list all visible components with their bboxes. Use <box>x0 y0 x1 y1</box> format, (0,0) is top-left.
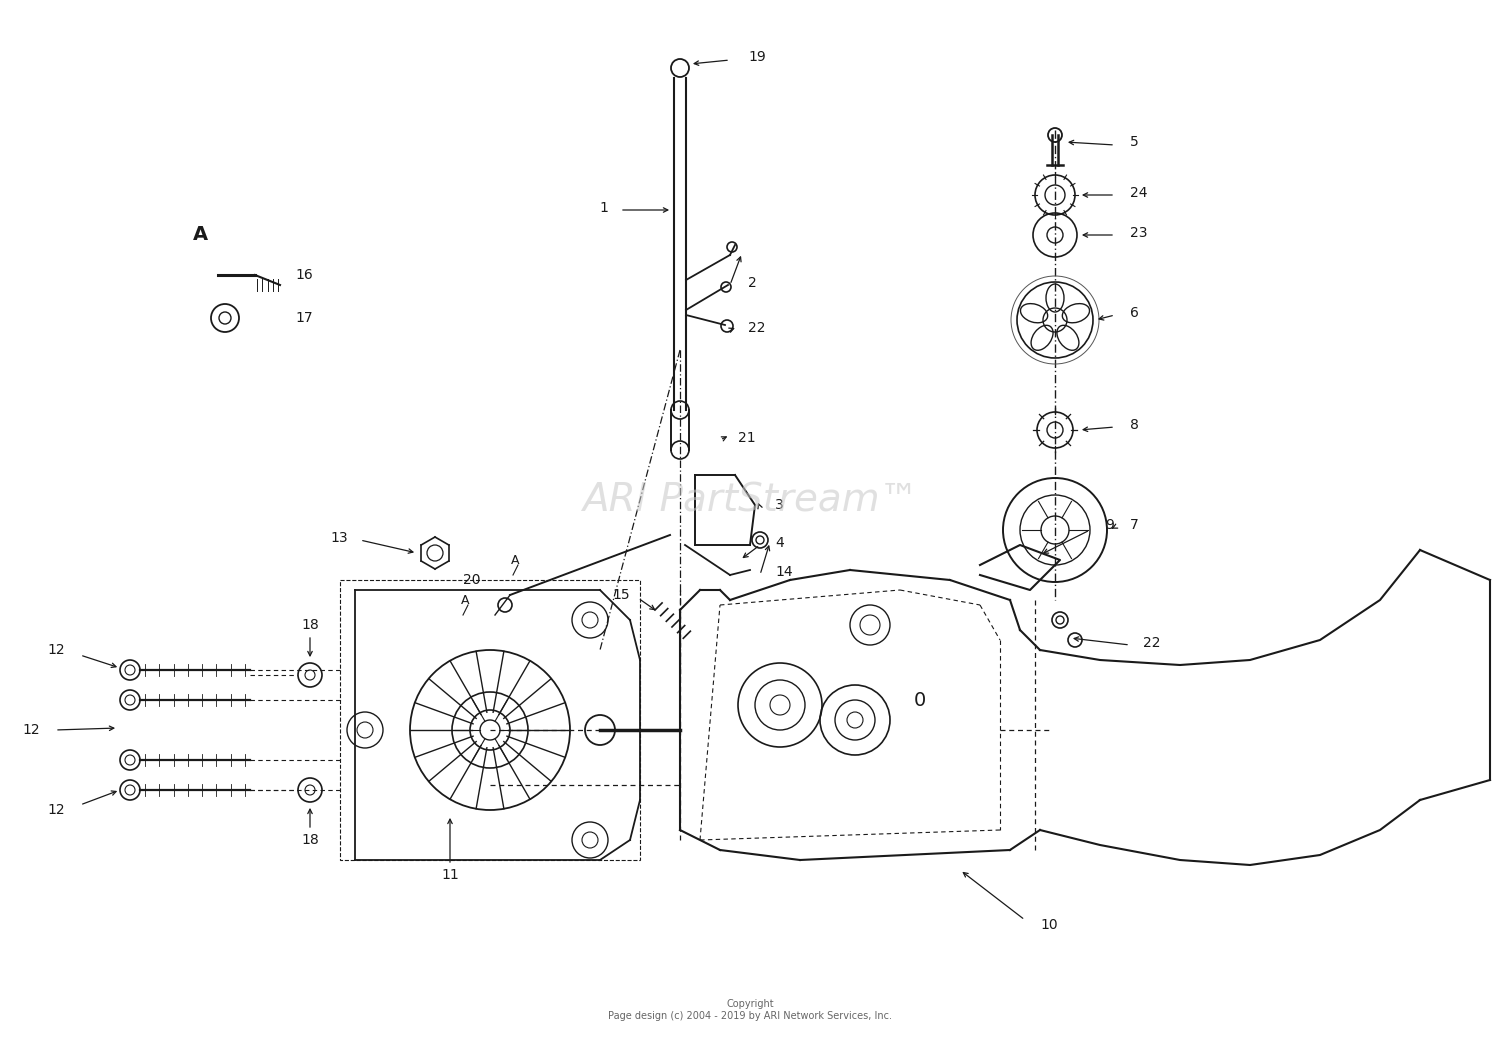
Text: 15: 15 <box>612 588 630 602</box>
Text: 1: 1 <box>598 201 608 215</box>
Text: 17: 17 <box>296 311 312 325</box>
Text: 12: 12 <box>48 643 64 658</box>
Text: 18: 18 <box>302 618 320 632</box>
Bar <box>340 580 640 860</box>
Text: 9: 9 <box>1106 518 1114 532</box>
Text: 19: 19 <box>748 50 765 64</box>
Text: 14: 14 <box>776 565 792 579</box>
Text: 6: 6 <box>1130 306 1138 320</box>
Text: 10: 10 <box>1040 918 1058 932</box>
Text: 23: 23 <box>1130 226 1148 240</box>
Text: 20: 20 <box>462 573 480 587</box>
Text: 12: 12 <box>48 803 64 817</box>
Text: 16: 16 <box>296 268 312 282</box>
Text: 24: 24 <box>1130 186 1148 200</box>
Text: 21: 21 <box>738 431 756 445</box>
Text: 8: 8 <box>1130 418 1138 432</box>
Text: 18: 18 <box>302 833 320 847</box>
Text: A: A <box>460 594 470 606</box>
Text: 13: 13 <box>330 531 348 545</box>
Text: A: A <box>192 225 207 245</box>
Text: 22: 22 <box>748 321 765 335</box>
Text: 11: 11 <box>441 868 459 882</box>
Text: 7: 7 <box>1130 518 1138 532</box>
Text: 2: 2 <box>748 276 756 290</box>
Text: 5: 5 <box>1130 135 1138 149</box>
Text: 3: 3 <box>776 498 783 512</box>
Text: A: A <box>510 554 519 566</box>
Text: 22: 22 <box>1143 636 1161 650</box>
Text: Copyright
Page design (c) 2004 - 2019 by ARI Network Services, Inc.: Copyright Page design (c) 2004 - 2019 by… <box>608 999 892 1021</box>
Text: ARI PartStream™: ARI PartStream™ <box>582 481 918 519</box>
Text: 4: 4 <box>776 536 783 550</box>
Text: 12: 12 <box>22 723 40 737</box>
Text: 0: 0 <box>914 691 926 710</box>
